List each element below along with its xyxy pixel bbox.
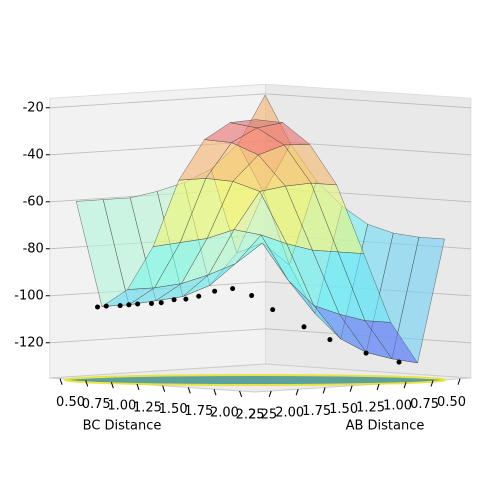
- trajectory-point: [183, 296, 189, 302]
- trajectory-point: [301, 324, 307, 330]
- trajectory-point: [126, 302, 132, 308]
- x-tick-label: 1.00: [383, 399, 412, 414]
- x-tick: [295, 389, 299, 396]
- trajectory-point: [95, 304, 101, 310]
- y-tick-label: 1.00: [107, 399, 136, 414]
- y-tick-label: 1.50: [159, 402, 188, 417]
- x-tick-label: 2.25: [248, 407, 277, 422]
- trajectory-point: [196, 293, 202, 299]
- trajectory-point: [327, 337, 333, 343]
- trajectory-point: [103, 303, 109, 309]
- trajectory-point: [212, 288, 218, 294]
- y-tick: [110, 382, 114, 389]
- x-tick-label: 0.50: [437, 395, 466, 410]
- y-tick: [85, 380, 89, 387]
- grid-line: [49, 93, 471, 109]
- trajectory-point: [117, 303, 123, 309]
- z-tick-label: -60: [23, 194, 44, 209]
- y-tick-label: 0.75: [82, 397, 111, 412]
- y-axis-label: BC Distance: [83, 419, 162, 434]
- surface-patch: [230, 119, 283, 129]
- y-tick: [59, 378, 63, 385]
- y-tick-label: 1.25: [133, 400, 162, 415]
- x-tick: [430, 380, 434, 387]
- y-tick-label: 2.25: [236, 407, 265, 422]
- trajectory-point: [135, 301, 141, 307]
- trajectory-point: [148, 300, 154, 306]
- x-tick-label: 1.75: [302, 404, 331, 419]
- trajectory-point: [363, 350, 369, 356]
- z-tick-label: -40: [23, 147, 44, 162]
- trajectory-point: [249, 293, 255, 299]
- y-tick: [136, 383, 140, 391]
- y-tick-label: 0.50: [56, 395, 85, 410]
- x-tick-label: 0.75: [410, 397, 439, 412]
- x-tick-label: 1.25: [356, 400, 385, 415]
- x-tick: [349, 385, 353, 392]
- x-tick: [457, 378, 461, 385]
- x-axis-label: AB Distance: [346, 419, 425, 434]
- trajectory-point: [270, 307, 276, 313]
- trajectory-point: [230, 286, 236, 292]
- z-tick-label: -100: [14, 288, 44, 303]
- floor-contour: [64, 374, 446, 386]
- x-tick: [376, 383, 380, 391]
- x-tick: [268, 390, 272, 398]
- trajectory-point: [158, 300, 164, 306]
- x-tick: [322, 387, 326, 394]
- trajectory-point: [171, 297, 177, 303]
- y-tick: [187, 387, 191, 394]
- z-tick-label: -20: [23, 100, 44, 115]
- z-tick-label: -80: [23, 241, 44, 256]
- x-tick: [403, 382, 407, 389]
- x-tick-label: 1.50: [329, 402, 358, 417]
- x-tick-label: 2.00: [275, 406, 304, 421]
- trajectory-point: [396, 359, 402, 365]
- y-tick: [239, 390, 243, 398]
- y-tick: [213, 389, 217, 396]
- z-tick-label: -120: [14, 335, 44, 350]
- y-tick: [162, 385, 166, 392]
- y-tick-label: 1.75: [184, 404, 213, 419]
- y-tick-label: 2.00: [210, 406, 239, 421]
